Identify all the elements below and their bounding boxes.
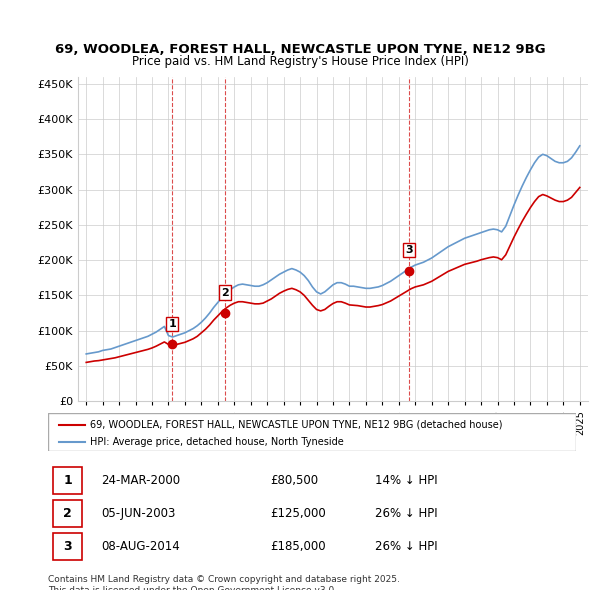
Text: 08-AUG-2014: 08-AUG-2014 xyxy=(101,540,179,553)
FancyBboxPatch shape xyxy=(53,467,82,494)
Text: 1: 1 xyxy=(64,474,72,487)
Text: 2: 2 xyxy=(221,287,229,297)
Text: £125,000: £125,000 xyxy=(270,507,326,520)
FancyBboxPatch shape xyxy=(53,500,82,527)
Text: 24-MAR-2000: 24-MAR-2000 xyxy=(101,474,180,487)
Text: 69, WOODLEA, FOREST HALL, NEWCASTLE UPON TYNE, NE12 9BG (detached house): 69, WOODLEA, FOREST HALL, NEWCASTLE UPON… xyxy=(90,419,503,430)
Text: 69, WOODLEA, FOREST HALL, NEWCASTLE UPON TYNE, NE12 9BG: 69, WOODLEA, FOREST HALL, NEWCASTLE UPON… xyxy=(55,43,545,56)
Text: 26% ↓ HPI: 26% ↓ HPI xyxy=(376,540,438,553)
Text: 2: 2 xyxy=(64,507,72,520)
Text: Price paid vs. HM Land Registry's House Price Index (HPI): Price paid vs. HM Land Registry's House … xyxy=(131,55,469,68)
Text: 26% ↓ HPI: 26% ↓ HPI xyxy=(376,507,438,520)
Text: HPI: Average price, detached house, North Tyneside: HPI: Average price, detached house, Nort… xyxy=(90,437,344,447)
Text: 05-JUN-2003: 05-JUN-2003 xyxy=(101,507,175,520)
Text: £185,000: £185,000 xyxy=(270,540,325,553)
Text: 3: 3 xyxy=(405,245,412,255)
FancyBboxPatch shape xyxy=(53,533,82,560)
FancyBboxPatch shape xyxy=(48,413,576,451)
Text: 1: 1 xyxy=(169,319,176,329)
Text: 3: 3 xyxy=(64,540,72,553)
Text: 14% ↓ HPI: 14% ↓ HPI xyxy=(376,474,438,487)
Text: £80,500: £80,500 xyxy=(270,474,318,487)
Text: Contains HM Land Registry data © Crown copyright and database right 2025.
This d: Contains HM Land Registry data © Crown c… xyxy=(48,575,400,590)
